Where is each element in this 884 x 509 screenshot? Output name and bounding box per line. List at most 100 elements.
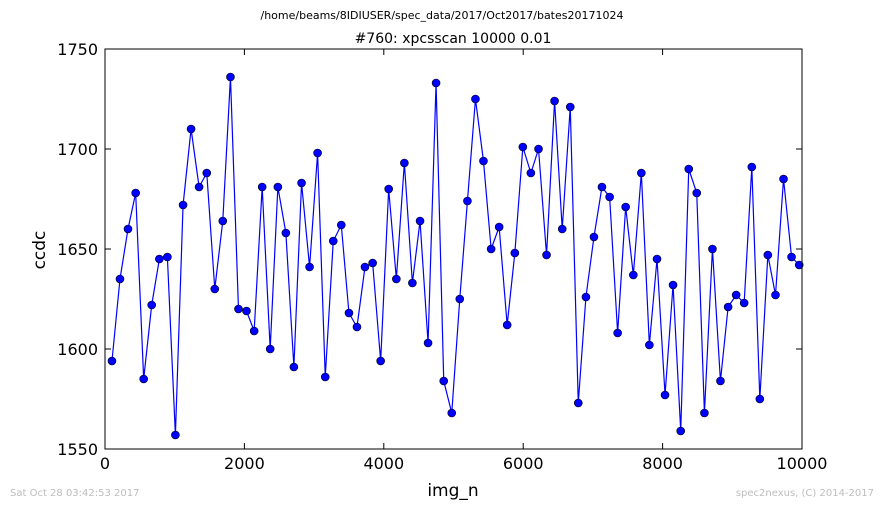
plot-area bbox=[107, 72, 804, 440]
data-point bbox=[652, 254, 662, 264]
data-point bbox=[573, 398, 583, 408]
data-point bbox=[605, 192, 614, 202]
data-point bbox=[763, 250, 773, 260]
data-point bbox=[249, 326, 259, 336]
data-point bbox=[384, 184, 393, 194]
data-point bbox=[557, 224, 567, 234]
data-point bbox=[502, 320, 512, 330]
data-point bbox=[486, 244, 496, 254]
data-point bbox=[518, 142, 528, 152]
data-point bbox=[376, 356, 385, 366]
data-point bbox=[542, 250, 551, 260]
data-point bbox=[589, 232, 599, 242]
data-point bbox=[202, 168, 212, 178]
data-point bbox=[716, 376, 725, 386]
data-point bbox=[739, 298, 749, 308]
data-point bbox=[123, 224, 133, 234]
data-point bbox=[186, 124, 196, 134]
data-point bbox=[320, 372, 330, 382]
data-point bbox=[163, 252, 172, 262]
data-point bbox=[723, 302, 733, 312]
data-point bbox=[352, 322, 362, 332]
data-point bbox=[676, 426, 686, 436]
series-line bbox=[111, 76, 800, 436]
data-point bbox=[597, 182, 607, 192]
data-point bbox=[392, 274, 401, 284]
footer-timestamp: Sat Oct 28 03:42:53 2017 bbox=[10, 488, 140, 499]
data-point bbox=[463, 196, 472, 206]
data-point bbox=[794, 260, 804, 270]
data-point bbox=[226, 72, 235, 82]
data-point bbox=[242, 306, 251, 316]
data-point bbox=[621, 202, 630, 212]
x-tick-label: 6000 bbox=[503, 454, 544, 473]
data-point bbox=[708, 244, 717, 254]
data-point bbox=[731, 290, 741, 300]
y-tick-label: 1700 bbox=[57, 140, 98, 159]
chart-suptitle: /home/beams/8IDIUSER/spec_data/2017/Oct2… bbox=[261, 9, 624, 22]
data-point bbox=[637, 168, 646, 178]
data-point bbox=[178, 200, 188, 210]
data-point bbox=[336, 220, 346, 230]
data-point bbox=[660, 390, 670, 400]
data-point bbox=[210, 284, 220, 294]
data-point bbox=[289, 362, 299, 372]
data-point bbox=[455, 294, 465, 304]
y-axis-label: ccdc bbox=[30, 231, 50, 270]
y-tick-label: 1550 bbox=[57, 440, 98, 459]
data-point bbox=[368, 258, 377, 268]
data-point bbox=[297, 178, 306, 188]
data-point bbox=[171, 430, 180, 440]
data-point bbox=[645, 340, 654, 350]
data-point bbox=[700, 408, 709, 418]
data-point bbox=[281, 228, 291, 238]
data-point bbox=[257, 182, 267, 192]
data-point bbox=[147, 300, 156, 310]
data-point bbox=[408, 278, 417, 288]
data-point bbox=[115, 274, 125, 284]
data-point bbox=[194, 182, 204, 192]
x-tick-label: 4000 bbox=[363, 454, 404, 473]
data-point bbox=[526, 168, 536, 178]
y-tick-label: 1600 bbox=[57, 340, 98, 359]
data-point bbox=[131, 188, 140, 198]
data-point bbox=[494, 222, 504, 232]
data-point bbox=[747, 162, 757, 172]
data-point bbox=[787, 252, 796, 262]
data-point bbox=[415, 216, 425, 226]
data-point bbox=[423, 338, 433, 348]
data-point bbox=[771, 290, 780, 300]
axes: 0 2000 4000 6000 8000 10000 1550 1600 1650 1700 17… bbox=[57, 40, 827, 473]
data-point bbox=[431, 78, 441, 88]
data-point bbox=[400, 158, 409, 168]
data-point bbox=[692, 188, 702, 198]
data-point bbox=[139, 374, 148, 384]
y-tick-label: 1650 bbox=[57, 240, 98, 259]
y-tick-label: 1750 bbox=[57, 40, 98, 59]
data-point bbox=[447, 408, 457, 418]
data-point bbox=[684, 164, 694, 174]
data-point bbox=[155, 254, 164, 264]
data-point bbox=[550, 96, 559, 106]
data-point bbox=[344, 308, 354, 318]
data-point bbox=[479, 156, 488, 166]
data-point bbox=[218, 216, 228, 226]
x-tick-label: 8000 bbox=[642, 454, 683, 473]
data-point bbox=[613, 328, 622, 338]
data-point bbox=[668, 280, 678, 290]
data-point bbox=[565, 102, 575, 112]
data-point bbox=[305, 262, 314, 272]
footer-credit: spec2nexus, (C) 2014-2017 bbox=[735, 488, 874, 499]
data-point bbox=[629, 270, 638, 280]
chart-title: #760: xpcsscan 10000 0.01 bbox=[355, 31, 552, 47]
x-tick-label: 2000 bbox=[224, 454, 265, 473]
data-point bbox=[779, 174, 788, 184]
data-point bbox=[234, 304, 243, 314]
data-point bbox=[510, 248, 520, 258]
data-point bbox=[581, 292, 591, 302]
data-point bbox=[107, 356, 117, 366]
data-point bbox=[265, 344, 275, 354]
x-axis-label: img_n bbox=[427, 481, 478, 501]
data-point bbox=[534, 144, 543, 154]
